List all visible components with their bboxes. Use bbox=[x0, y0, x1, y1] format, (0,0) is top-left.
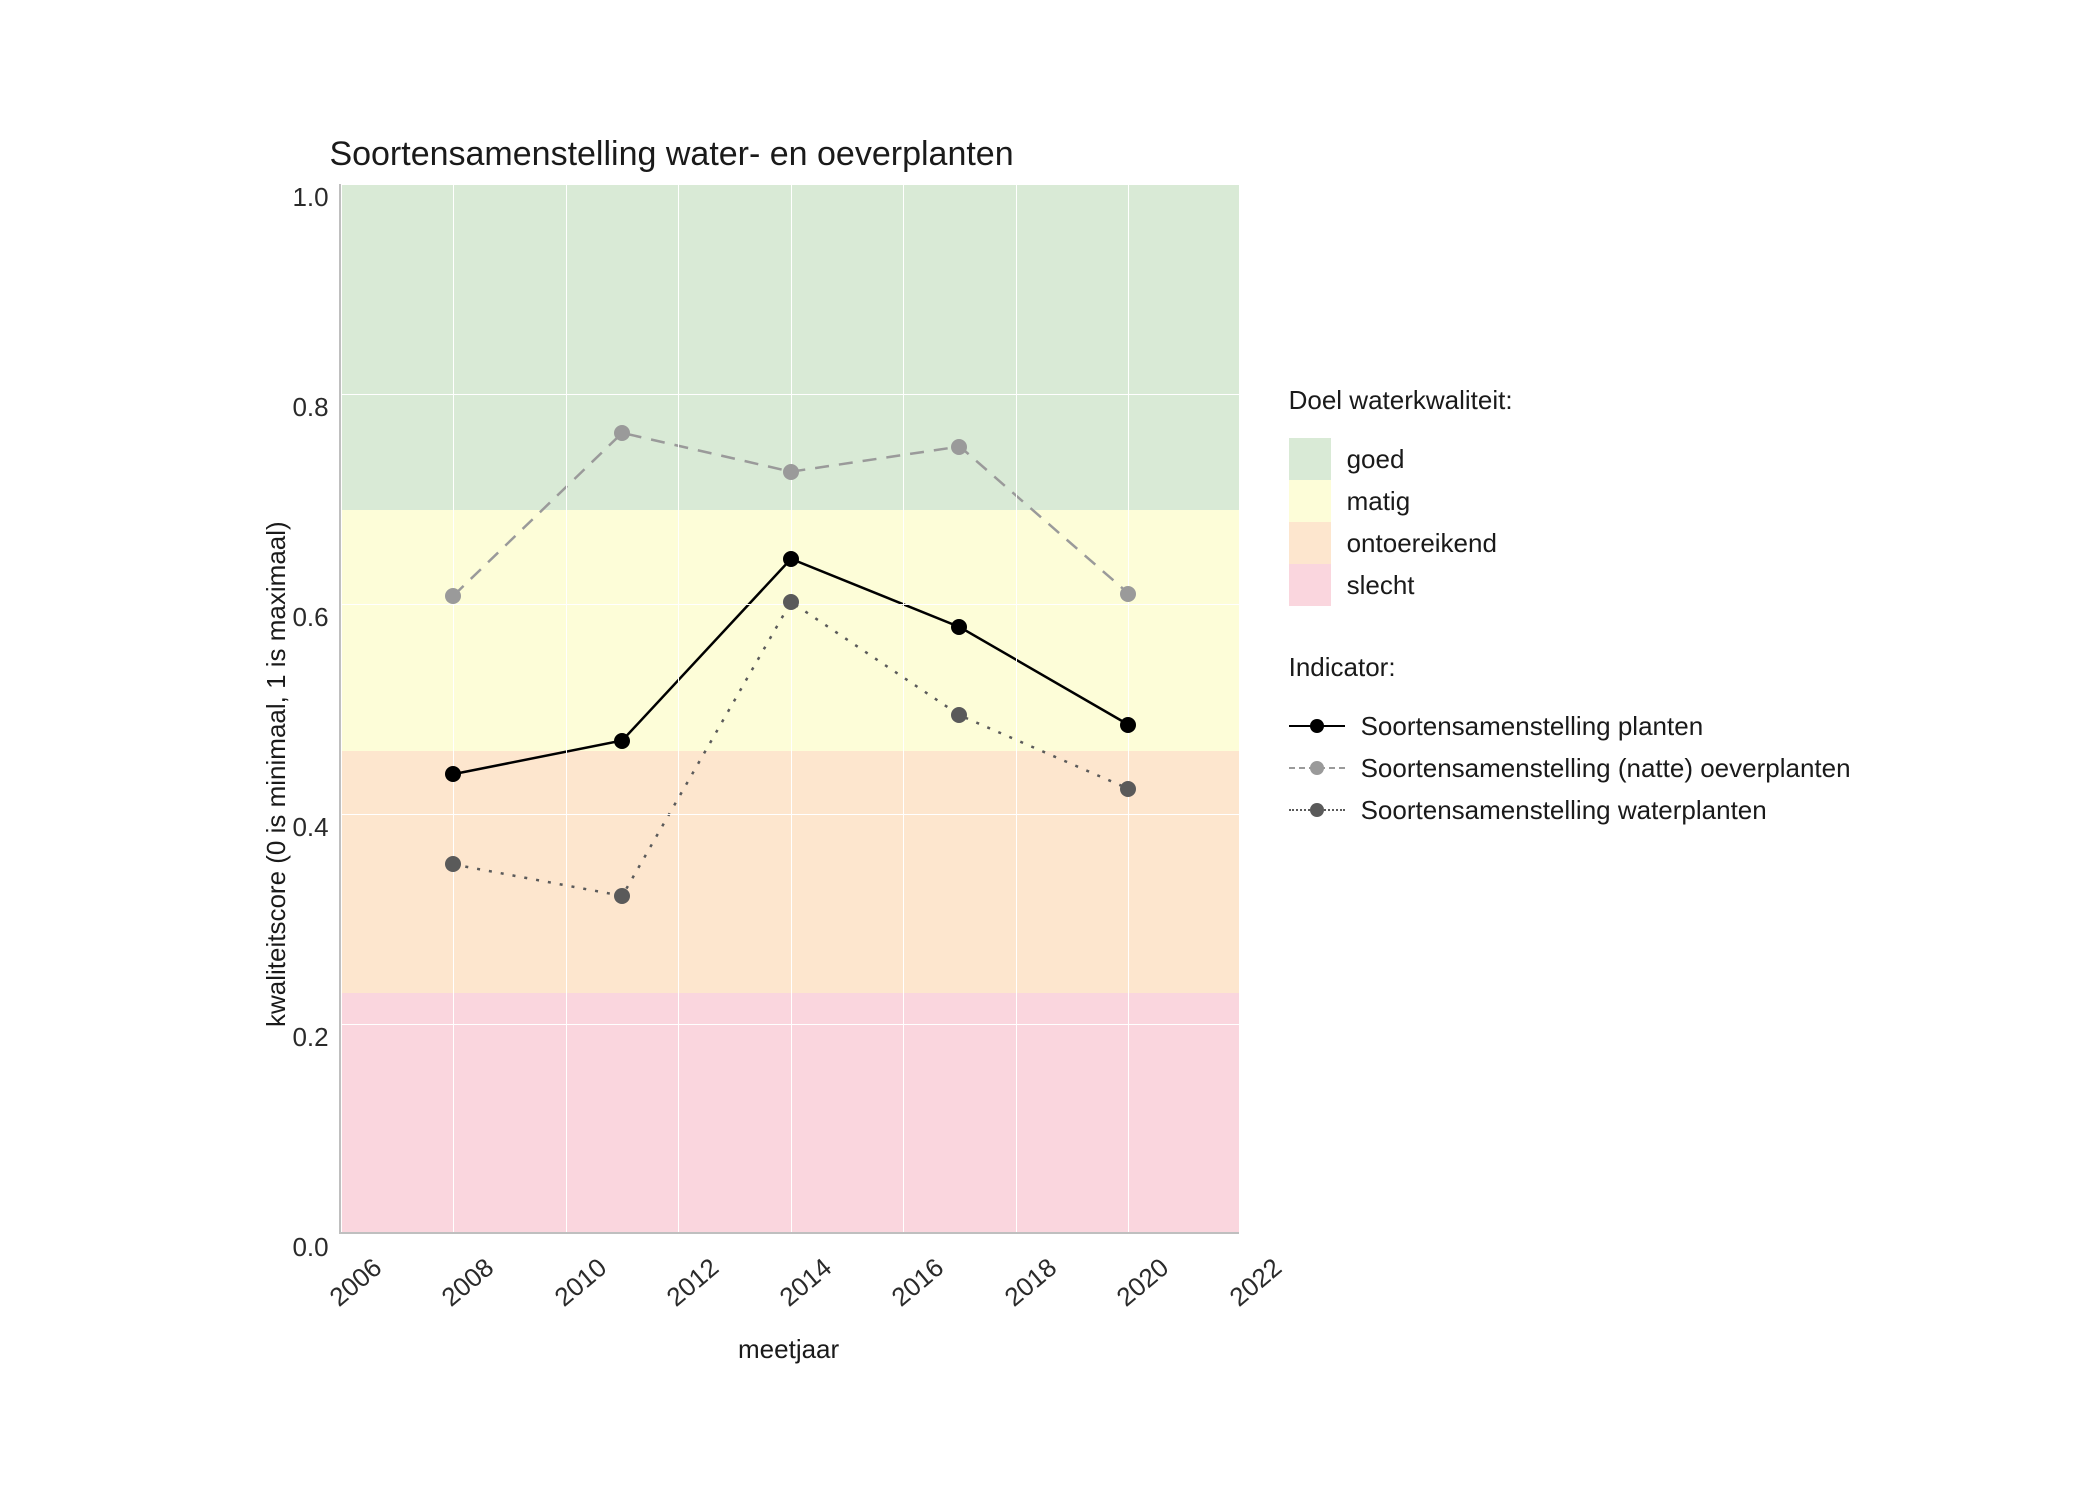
series-point bbox=[1120, 586, 1136, 602]
series-point bbox=[445, 588, 461, 604]
series-point bbox=[445, 766, 461, 782]
chart-title: Soortensamenstelling water- en oeverplan… bbox=[329, 135, 1238, 174]
v-gridline bbox=[903, 184, 904, 1232]
legend: Doel waterkwaliteit: goed matig ontoereike… bbox=[1289, 135, 1851, 831]
x-tick-label: 2014 bbox=[773, 1252, 837, 1313]
legend-series-item: Soortensamenstelling waterplanten bbox=[1289, 789, 1851, 831]
x-tick-label: 2020 bbox=[1111, 1252, 1175, 1313]
y-axis-label: kwaliteitscore (0 is minimaal, 1 is maxi… bbox=[249, 184, 292, 1365]
h-gridline bbox=[341, 814, 1239, 815]
legend-line-sample bbox=[1289, 711, 1345, 741]
chart-container: Soortensamenstelling water- en oeverplan… bbox=[249, 135, 1850, 1365]
legend-bands-title: Doel waterkwaliteit: bbox=[1289, 385, 1851, 416]
h-gridline bbox=[341, 1024, 1239, 1025]
h-gridline bbox=[341, 184, 1239, 185]
legend-band-item: goed bbox=[1289, 438, 1851, 480]
plot-row: kwaliteitscore (0 is minimaal, 1 is maxi… bbox=[249, 184, 1238, 1365]
plot-area bbox=[339, 184, 1239, 1234]
legend-band-item: ontoereikend bbox=[1289, 522, 1851, 564]
legend-series-label: Soortensamenstelling (natte) oeverplante… bbox=[1361, 753, 1851, 784]
v-gridline bbox=[678, 184, 679, 1232]
y-axis-ticks: 1.00.80.60.40.20.0 bbox=[292, 184, 338, 1234]
series-point bbox=[951, 619, 967, 635]
x-tick-label: 2012 bbox=[661, 1252, 725, 1313]
v-gridline bbox=[791, 184, 792, 1232]
series-point bbox=[445, 856, 461, 872]
legend-series-item: Soortensamenstelling planten bbox=[1289, 705, 1851, 747]
series-point bbox=[1120, 717, 1136, 733]
x-axis-label: meetjaar bbox=[339, 1334, 1239, 1365]
series-point bbox=[1120, 781, 1136, 797]
legend-series-title: Indicator: bbox=[1289, 652, 1851, 683]
x-tick-label: 2022 bbox=[1223, 1252, 1287, 1313]
v-gridline bbox=[453, 184, 454, 1232]
v-gridline bbox=[1128, 184, 1129, 1232]
series-point bbox=[614, 425, 630, 441]
series-point bbox=[783, 551, 799, 567]
legend-line-sample bbox=[1289, 753, 1345, 783]
legend-band-label: matig bbox=[1347, 486, 1411, 517]
v-gridline bbox=[1016, 184, 1017, 1232]
series-point bbox=[614, 733, 630, 749]
x-tick-label: 2018 bbox=[998, 1252, 1062, 1313]
legend-series-label: Soortensamenstelling waterplanten bbox=[1361, 795, 1767, 826]
v-gridline bbox=[341, 184, 342, 1232]
v-gridline bbox=[566, 184, 567, 1232]
x-tick-label: 2016 bbox=[886, 1252, 950, 1313]
series-point bbox=[783, 464, 799, 480]
legend-series-label: Soortensamenstelling planten bbox=[1361, 711, 1704, 742]
legend-series-list: Soortensamenstelling planten Soortensamen… bbox=[1289, 705, 1851, 831]
series-point bbox=[951, 439, 967, 455]
x-tick-label: 2008 bbox=[436, 1252, 500, 1313]
legend-series-item: Soortensamenstelling (natte) oeverplante… bbox=[1289, 747, 1851, 789]
legend-band-item: slecht bbox=[1289, 564, 1851, 606]
legend-band-item: matig bbox=[1289, 480, 1851, 522]
legend-band-label: goed bbox=[1347, 444, 1405, 475]
series-point bbox=[783, 594, 799, 610]
legend-line-sample bbox=[1289, 795, 1345, 825]
legend-bands-list: goed matig ontoereikend slecht bbox=[1289, 438, 1851, 606]
legend-swatch bbox=[1289, 564, 1331, 606]
x-tick-label: 2006 bbox=[323, 1252, 387, 1313]
x-tick-label: 2010 bbox=[548, 1252, 612, 1313]
h-gridline bbox=[341, 394, 1239, 395]
legend-swatch bbox=[1289, 480, 1331, 522]
series-lines-svg bbox=[341, 184, 1239, 1234]
legend-band-label: slecht bbox=[1347, 570, 1415, 601]
series-point bbox=[951, 707, 967, 723]
legend-swatch bbox=[1289, 438, 1331, 480]
x-axis-ticks: 200620082010201220142016201820202022 bbox=[339, 1234, 1239, 1294]
series-point bbox=[614, 888, 630, 904]
legend-swatch bbox=[1289, 522, 1331, 564]
chart-column: Soortensamenstelling water- en oeverplan… bbox=[249, 135, 1238, 1365]
legend-band-label: ontoereikend bbox=[1347, 528, 1497, 559]
